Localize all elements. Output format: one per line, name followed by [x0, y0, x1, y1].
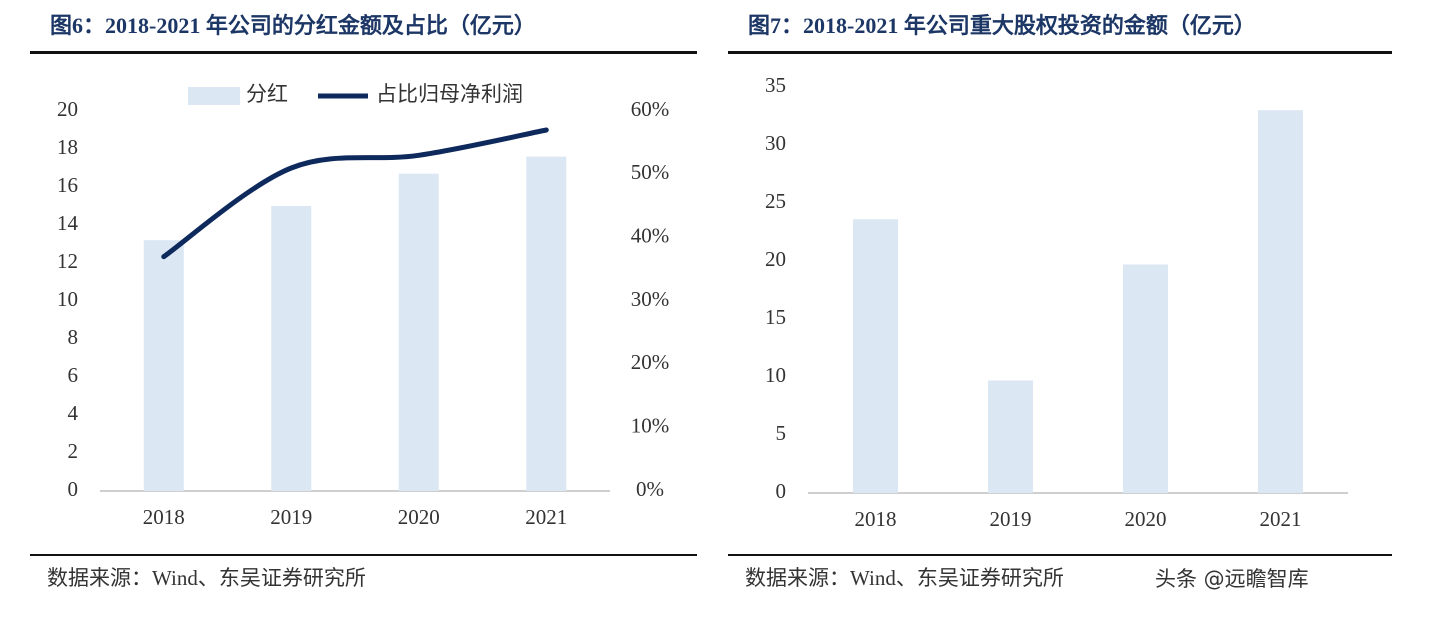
y-tick-label: 0 — [776, 479, 787, 503]
y-tick-label: 4 — [68, 401, 79, 425]
source-rule — [728, 554, 1392, 556]
y2-tick-label: 0% — [636, 477, 664, 501]
y-tick-label: 10 — [765, 363, 786, 387]
x-tick-label: 2020 — [398, 505, 440, 529]
y-tick-label: 16 — [57, 173, 78, 197]
y-tick-label: 0 — [68, 477, 79, 501]
bar — [1123, 264, 1168, 493]
chart-title: 图7：2018-2021 年公司重大股权投资的金额（亿元） — [748, 13, 1256, 38]
y-tick-label: 6 — [68, 363, 79, 387]
title-rule — [30, 51, 697, 54]
legend-swatch — [188, 87, 240, 105]
y-tick-label: 20 — [57, 97, 78, 121]
source-rule — [30, 554, 697, 556]
y2-tick-label: 50% — [631, 160, 670, 184]
source: 数据来源：Wind、东吴证券研究所 — [47, 566, 366, 590]
x-tick-label: 2019 — [990, 507, 1032, 531]
bar — [988, 380, 1033, 493]
legend-label: 分红 — [246, 82, 288, 106]
y-tick-label: 20 — [765, 247, 786, 271]
title-rule — [728, 51, 1392, 54]
watermark: 头条 @远瞻智库 — [1155, 567, 1309, 591]
y-tick-label: 8 — [68, 325, 79, 349]
bar — [271, 206, 312, 491]
bar — [398, 173, 439, 491]
source: 数据来源：Wind、东吴证券研究所 — [745, 566, 1064, 590]
y2-tick-label: 10% — [631, 413, 670, 437]
y2-tick-label: 20% — [631, 350, 670, 374]
y-tick-label: 14 — [57, 211, 79, 235]
y2-tick-label: 30% — [631, 287, 670, 311]
x-tick-label: 2018 — [143, 505, 185, 529]
bar — [1258, 110, 1303, 493]
x-tick-label: 2018 — [855, 507, 897, 531]
y-tick-label: 5 — [776, 421, 787, 445]
y2-tick-label: 40% — [631, 223, 670, 247]
bar — [143, 240, 184, 491]
y-tick-label: 15 — [765, 305, 786, 329]
y-tick-label: 12 — [57, 249, 78, 273]
chart-title: 图6：2018-2021 年公司的分红金额及占比（亿元） — [50, 13, 536, 38]
x-tick-label: 2021 — [1260, 507, 1302, 531]
line — [161, 127, 549, 260]
x-tick-label: 2019 — [270, 505, 312, 529]
y-tick-label: 30 — [765, 131, 786, 155]
y-tick-label: 10 — [57, 287, 78, 311]
bar — [853, 219, 898, 494]
x-tick-label: 2020 — [1125, 507, 1167, 531]
y2-tick-label: 60% — [631, 97, 670, 121]
y-tick-label: 25 — [765, 189, 786, 213]
x-tick-label: 2021 — [525, 505, 567, 529]
y-tick-label: 35 — [765, 73, 786, 97]
legend-label: 占比归母净利润 — [376, 82, 523, 106]
y-tick-label: 18 — [57, 135, 78, 159]
y-tick-label: 2 — [68, 439, 79, 463]
bar — [526, 156, 567, 491]
